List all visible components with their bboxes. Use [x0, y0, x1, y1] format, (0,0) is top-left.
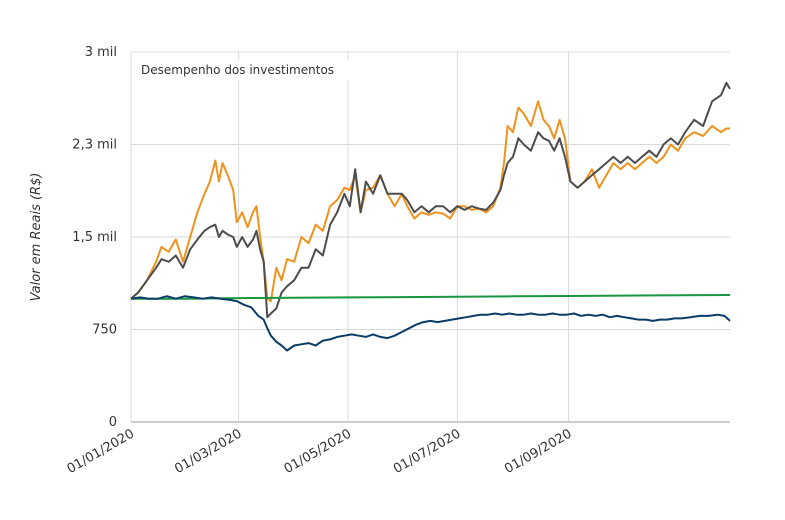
- x-tick-label: 01/07/2020: [391, 426, 463, 476]
- y-tick-label: 1,5 mil: [72, 230, 117, 245]
- y-tick-label: 3 mil: [85, 45, 117, 60]
- x-tick-label: 01/01/2020: [65, 426, 137, 476]
- title-background: [136, 60, 350, 80]
- y-tick-label: 2,3 mil: [72, 138, 117, 153]
- series-line: [131, 294, 731, 300]
- x-tick-label: 01/09/2020: [502, 426, 574, 476]
- y-axis-ticks: 0 750 1,5 mil 2,3 mil 3 mil: [72, 45, 117, 430]
- y-tick-label: 0: [109, 415, 117, 430]
- series-lines: [130, 81, 731, 352]
- y-tick-label: 750: [92, 323, 117, 338]
- grid-lines: [130, 51, 730, 423]
- x-tick-label: 01/05/2020: [282, 426, 354, 476]
- x-axis-ticks: 01/01/2020 01/03/2020 01/05/2020 01/07/2020…: [65, 426, 575, 476]
- y-axis-label: Valor em Reais (R$): [29, 173, 44, 302]
- chart-title: Desempenho dos investimentos: [141, 63, 334, 77]
- series-line: [130, 81, 731, 319]
- x-tick-label: 01/03/2020: [172, 426, 244, 476]
- series-line: [130, 295, 731, 352]
- series-line: [130, 100, 730, 303]
